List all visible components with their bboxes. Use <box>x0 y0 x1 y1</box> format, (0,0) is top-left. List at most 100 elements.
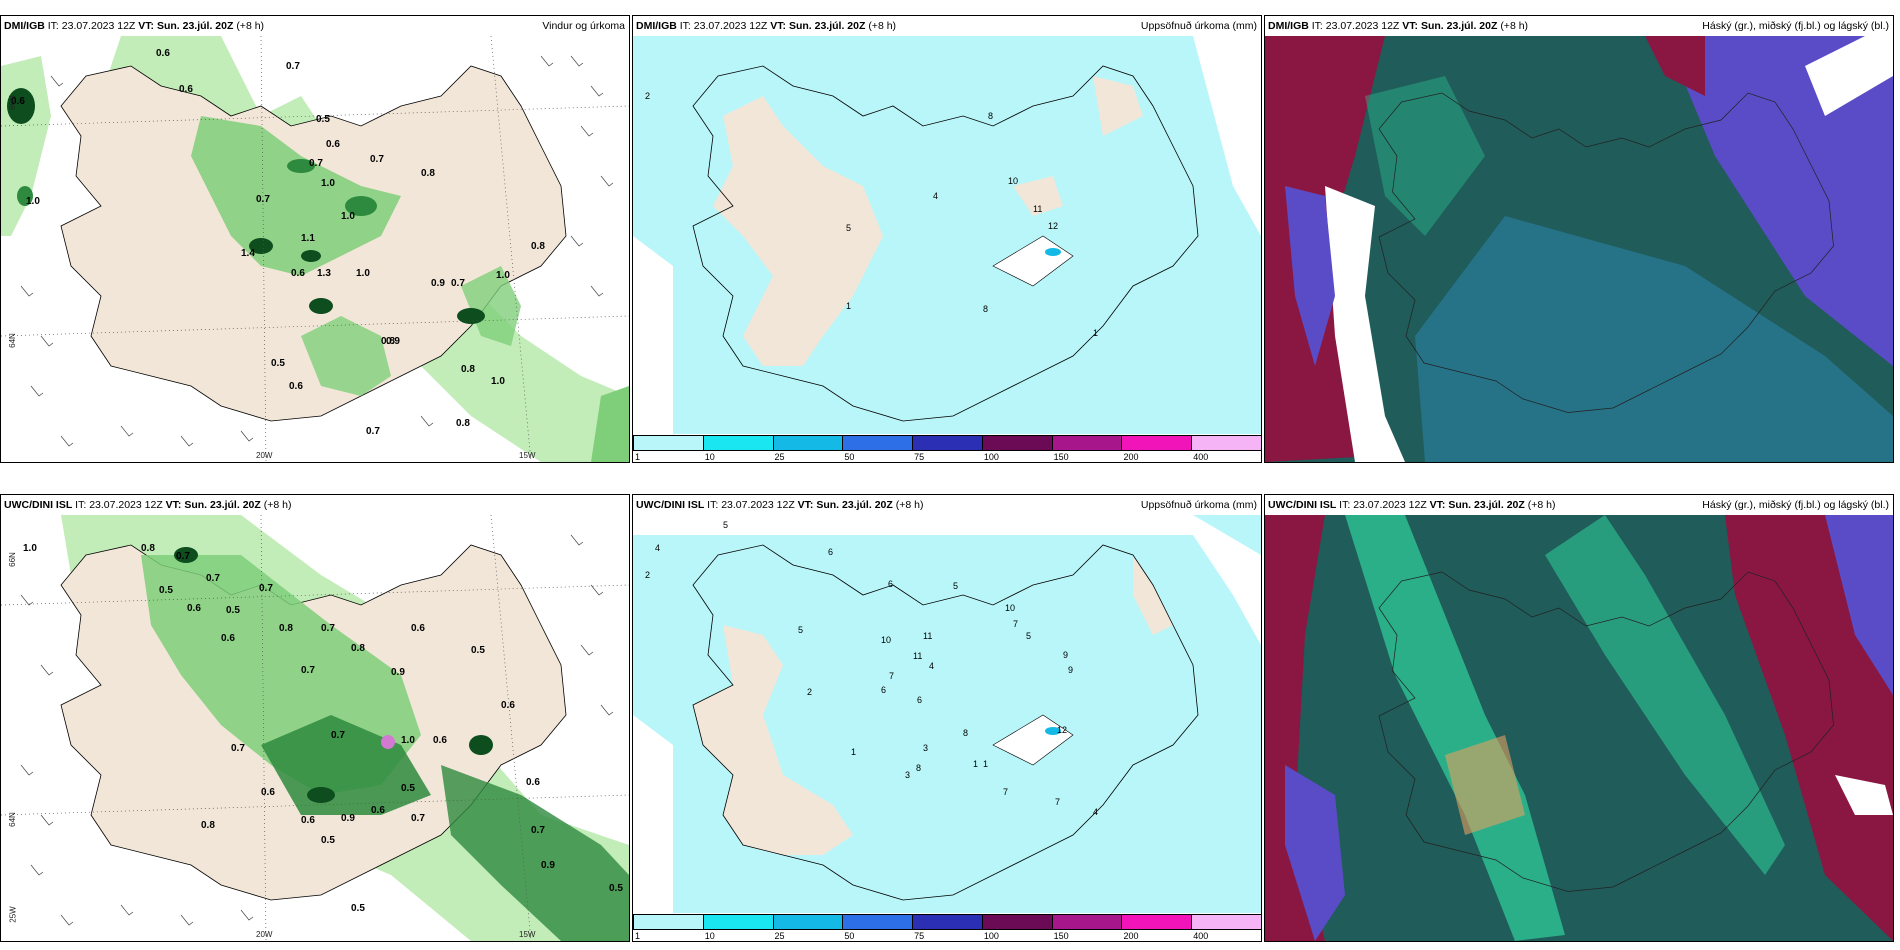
panel-dmi-wind-precip: DMI/IGB IT: 23.07.2023 12Z VT: Sun. 23.j… <box>0 15 630 463</box>
map-value-label: 1.0 <box>26 196 40 207</box>
legend-tick-label: 1 <box>635 931 641 941</box>
map-value-label: 0.5 <box>271 358 285 369</box>
lon-label-20: 20W <box>256 930 273 939</box>
map-value-label: 0.7 <box>331 730 345 741</box>
legend-tick-label: 50 <box>844 452 855 462</box>
map-value-label: 4 <box>655 543 661 553</box>
lon-label-15: 15W <box>519 930 536 939</box>
map-value-label: 7 <box>889 671 895 681</box>
legend-tick-label: 10 <box>704 452 715 462</box>
map-area: 2 8 4 10 11 12 5 1 8 1 1 10 25 50 75 100 150 200 400 <box>633 36 1261 462</box>
map-value-label: 0.9 <box>391 667 405 678</box>
lead-time: (+8 h) <box>868 20 897 32</box>
legend-tick-label: 400 <box>1193 931 1209 941</box>
accum-precip-map <box>633 515 1261 941</box>
lead-time: (+8 h) <box>1527 499 1556 511</box>
map-value-label: 1.0 <box>341 211 355 222</box>
vt-label: VT: <box>797 499 814 511</box>
map-value-label: 0.8 <box>279 623 293 634</box>
map-value-label: 0.6 <box>371 805 385 816</box>
legend-tick-label: 10 <box>704 931 715 941</box>
map-value-label: 12 <box>1057 725 1068 735</box>
legend-tick-label: 25 <box>774 931 785 941</box>
valid-time: Sun. 23.júl. 20Z <box>156 20 234 32</box>
map-value-label: 0.6 <box>411 623 425 634</box>
map-value-label: 3 <box>923 743 929 753</box>
legend-swatch <box>772 914 844 930</box>
panel-header: UWC/DINI ISL IT: 23.07.2023 12Z VT: Sun.… <box>1265 495 1893 515</box>
map-value-label: 1.0 <box>491 376 505 387</box>
legend-tick-label: 75 <box>914 452 925 462</box>
map-value-label: 0.5 <box>351 903 365 914</box>
map-area: 1.0 0.8 0.7 0.7 0.5 0.6 0.5 0.7 0.6 0.8 0.7 0.6 0.7 0… <box>1 515 629 941</box>
map-value-label: 9 <box>1063 650 1069 660</box>
panel-header: UWC/DINI ISL IT: 23.07.2023 12Z VT: Sun.… <box>633 495 1261 515</box>
map-value-label: 0.7 <box>370 154 384 165</box>
model-name: DMI/IGB <box>4 20 45 32</box>
map-value-label: 7 <box>1013 619 1019 629</box>
map-value-label: 0.7 <box>531 825 545 836</box>
map-area <box>1265 36 1893 462</box>
map-value-label: 0.5 <box>471 645 485 656</box>
map-value-label: 0.9 <box>431 278 445 289</box>
panel-uwc-wind-precip: UWC/DINI ISL IT: 23.07.2023 12Z VT: Sun.… <box>0 494 630 942</box>
panel-header: DMI/IGB IT: 23.07.2023 12Z VT: Sun. 23.j… <box>1 16 629 36</box>
legend-swatch <box>1121 435 1193 451</box>
map-value-label: 8 <box>983 304 989 314</box>
vt-label: VT: <box>1429 499 1446 511</box>
map-value-label: 0.6 <box>261 787 275 798</box>
panel-dmi-accum-precip: DMI/IGB IT: 23.07.2023 12Z VT: Sun. 23.j… <box>632 15 1262 463</box>
map-value-label: 0.6 <box>301 815 315 826</box>
map-value-label: 0.6 <box>433 735 447 746</box>
map-value-label: 0.8 <box>141 543 155 554</box>
panel-title: Uppsöfnuð úrkoma (mm) <box>1140 20 1257 32</box>
map-value-label: 1.4 <box>241 248 255 259</box>
map-value-label: 0.8 <box>351 643 365 654</box>
lat-label-66: 66N <box>7 552 17 567</box>
vt-label: VT: <box>138 20 155 32</box>
valid-time: Sun. 23.júl. 20Z <box>1420 20 1498 32</box>
valid-time: Sun. 23.júl. 20Z <box>788 20 866 32</box>
map-value-label: 6 <box>881 685 887 695</box>
map-value-label: 0.6 <box>291 268 305 279</box>
accum-legend: 1 10 25 50 75 100 150 200 400 <box>633 434 1261 462</box>
panel-title: Háský (gr.), miðský (fj.bl.) og lágský (… <box>1702 499 1889 511</box>
map-value-label: 2 <box>645 570 651 580</box>
legend-swatch <box>981 435 1053 451</box>
map-value-label: 6 <box>828 547 834 557</box>
map-value-label: 0.6 <box>11 96 25 107</box>
lon-label-15: 15W <box>519 451 536 460</box>
map-value-label: 8 <box>988 111 994 121</box>
init-time: 23.07.2023 12Z <box>1325 20 1400 32</box>
lat-label-66: 66N <box>7 95 17 110</box>
map-value-label: 0.6 <box>289 381 303 392</box>
legend-tick-label: 150 <box>1053 452 1069 462</box>
init-time: 23.07.2023 12Z <box>693 20 768 32</box>
legend-tick-label: 100 <box>983 931 999 941</box>
legend-tick-label: 75 <box>914 931 925 941</box>
map-value-label: 2 <box>807 687 813 697</box>
map-value-label: 8 <box>916 763 922 773</box>
legend-swatch <box>912 914 983 930</box>
lead-time: (+8 h) <box>236 20 265 32</box>
map-value-label: 0.5 <box>226 605 240 616</box>
map-value-label: 0.6 <box>179 84 193 95</box>
map-value-label: 0.5 <box>316 114 330 125</box>
legend-swatch <box>772 435 844 451</box>
map-value-label: 0.9 <box>541 860 555 871</box>
map-value-label: 0.9 <box>386 336 400 347</box>
map-area: 0.6 0.7 0.6 0.5 0.6 0.7 0.7 1.0 0.8 0.7 1.0 1.1 1.4 0… <box>1 36 629 462</box>
init-time: 23.07.2023 12Z <box>721 499 795 511</box>
map-value-label: 0.6 <box>326 139 340 150</box>
map-value-label: 0.7 <box>286 61 300 72</box>
panel-title: Uppsöfnuð úrkoma (mm) <box>1140 499 1257 511</box>
map-value-label: 0.7 <box>259 583 273 594</box>
map-value-label: 1 <box>1093 328 1099 338</box>
model-name: DMI/IGB <box>636 20 677 32</box>
map-value-label: 0.7 <box>411 813 425 824</box>
map-value-label: 11 <box>913 651 923 661</box>
map-value-label: 1 <box>973 759 979 769</box>
it-label: IT: <box>75 499 87 511</box>
it-label: IT: <box>47 20 59 32</box>
legend-swatch <box>633 914 704 930</box>
